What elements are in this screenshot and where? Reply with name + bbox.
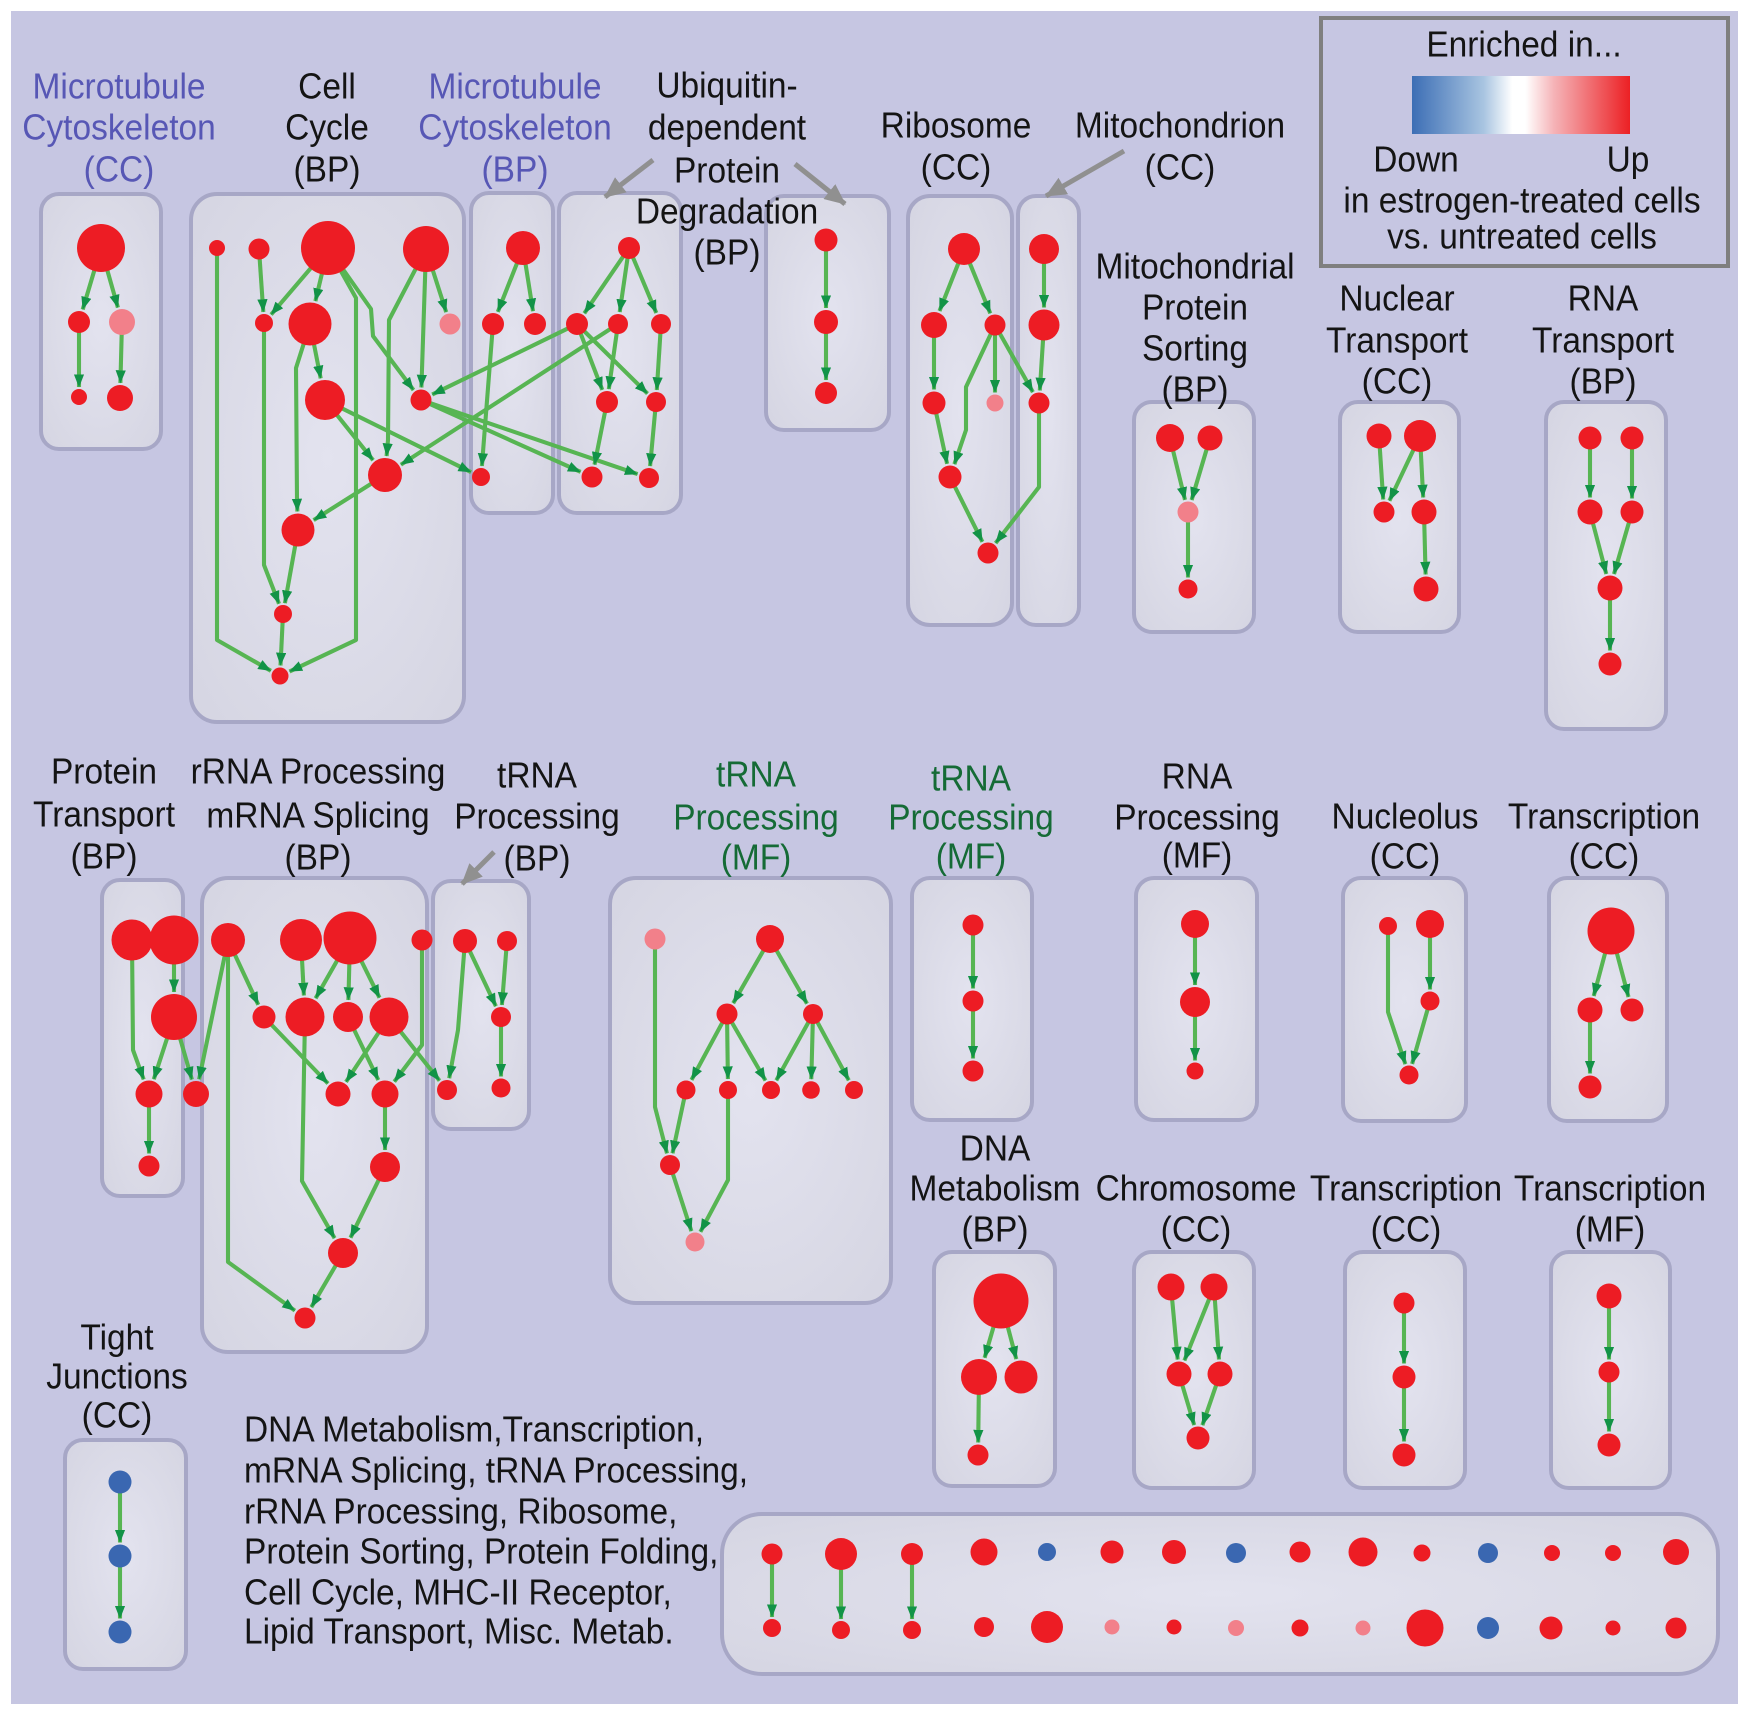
svg-text:(BP): (BP) <box>71 837 138 876</box>
svg-text:(BP): (BP) <box>482 150 549 189</box>
svg-text:(BP): (BP) <box>504 839 571 878</box>
svg-text:Transport: Transport <box>33 795 175 834</box>
svg-text:Transcription: Transcription <box>1508 797 1700 836</box>
svg-text:(MF): (MF) <box>936 837 1007 876</box>
svg-text:(BP): (BP) <box>1570 362 1637 401</box>
svg-text:(BP): (BP) <box>294 150 361 189</box>
svg-text:Ribosome: Ribosome <box>881 106 1032 145</box>
svg-text:Cell Cycle, MHC-II Receptor,: Cell Cycle, MHC-II Receptor, <box>244 1573 672 1612</box>
svg-text:in estrogen-treated cells: in estrogen-treated cells <box>1343 181 1700 220</box>
svg-text:Microtubule: Microtubule <box>33 67 206 106</box>
svg-text:RNA: RNA <box>1162 757 1233 796</box>
svg-text:Metabolism: Metabolism <box>909 1169 1080 1208</box>
svg-text:Transcription: Transcription <box>1310 1169 1502 1208</box>
svg-text:mRNA Splicing: mRNA Splicing <box>206 796 429 835</box>
svg-text:RNA: RNA <box>1568 279 1639 318</box>
svg-text:Ubiquitin-: Ubiquitin- <box>656 66 797 105</box>
svg-text:tRNA: tRNA <box>497 756 578 795</box>
svg-text:Transport: Transport <box>1532 321 1674 360</box>
svg-text:Tight: Tight <box>80 1318 153 1357</box>
svg-text:(MF): (MF) <box>721 838 792 877</box>
svg-text:Cytoskeleton: Cytoskeleton <box>22 108 215 147</box>
svg-text:rRNA Processing: rRNA Processing <box>191 752 446 791</box>
svg-text:Processing: Processing <box>1114 798 1280 837</box>
svg-text:Mitochondrion: Mitochondrion <box>1075 106 1285 145</box>
svg-text:Up: Up <box>1607 140 1650 179</box>
svg-text:(CC): (CC) <box>1161 1210 1232 1249</box>
svg-text:(BP): (BP) <box>962 1210 1029 1249</box>
svg-text:Cytoskeleton: Cytoskeleton <box>418 108 611 147</box>
svg-text:(CC): (CC) <box>1371 1210 1442 1249</box>
svg-text:Protein: Protein <box>51 752 157 791</box>
svg-text:(CC): (CC) <box>84 150 155 189</box>
svg-text:Cycle: Cycle <box>285 108 369 147</box>
svg-text:(CC): (CC) <box>1569 837 1640 876</box>
svg-text:Microtubule: Microtubule <box>429 67 602 106</box>
svg-text:Lipid Transport, Misc. Metab.: Lipid Transport, Misc. Metab. <box>244 1612 674 1651</box>
svg-text:Processing: Processing <box>673 798 839 837</box>
svg-text:Down: Down <box>1373 140 1459 179</box>
svg-text:tRNA: tRNA <box>931 759 1012 798</box>
svg-text:Processing: Processing <box>454 797 620 836</box>
svg-text:rRNA Processing, Ribosome,: rRNA Processing, Ribosome, <box>244 1492 677 1531</box>
svg-text:tRNA: tRNA <box>716 755 797 794</box>
svg-text:Mitochondrial: Mitochondrial <box>1095 247 1294 286</box>
svg-text:Nuclear: Nuclear <box>1339 279 1454 318</box>
svg-text:(CC): (CC) <box>921 148 992 187</box>
svg-text:(MF): (MF) <box>1162 836 1233 875</box>
svg-text:dependent: dependent <box>648 108 807 147</box>
svg-text:Protein: Protein <box>1142 288 1248 327</box>
svg-text:(BP): (BP) <box>694 233 761 272</box>
svg-text:Transcription: Transcription <box>1514 1169 1706 1208</box>
svg-text:Transport: Transport <box>1326 321 1468 360</box>
svg-text:Chromosome: Chromosome <box>1096 1169 1297 1208</box>
svg-text:Sorting: Sorting <box>1142 329 1248 368</box>
svg-text:(CC): (CC) <box>82 1396 153 1435</box>
svg-text:Protein Sorting, Protein Foldi: Protein Sorting, Protein Folding, <box>244 1532 718 1571</box>
svg-text:Enriched in...: Enriched in... <box>1426 25 1621 64</box>
svg-text:Nucleolus: Nucleolus <box>1332 797 1479 836</box>
svg-text:(CC): (CC) <box>1362 362 1433 401</box>
svg-text:DNA: DNA <box>960 1129 1031 1168</box>
svg-text:(BP): (BP) <box>1162 370 1229 409</box>
svg-text:Processing: Processing <box>888 798 1054 837</box>
svg-text:vs. untreated cells: vs. untreated cells <box>1387 217 1657 256</box>
svg-text:Cell: Cell <box>298 67 356 106</box>
svg-text:(BP): (BP) <box>285 838 352 877</box>
svg-text:mRNA Splicing, tRNA Processing: mRNA Splicing, tRNA Processing, <box>244 1451 748 1490</box>
svg-text:DNA Metabolism,Transcription,: DNA Metabolism,Transcription, <box>244 1410 704 1449</box>
svg-text:Junctions: Junctions <box>46 1357 187 1396</box>
svg-text:Protein: Protein <box>674 151 780 190</box>
svg-text:(CC): (CC) <box>1370 837 1441 876</box>
svg-text:(CC): (CC) <box>1145 148 1216 187</box>
svg-text:Degradation: Degradation <box>636 192 818 231</box>
svg-text:(MF): (MF) <box>1575 1210 1646 1249</box>
